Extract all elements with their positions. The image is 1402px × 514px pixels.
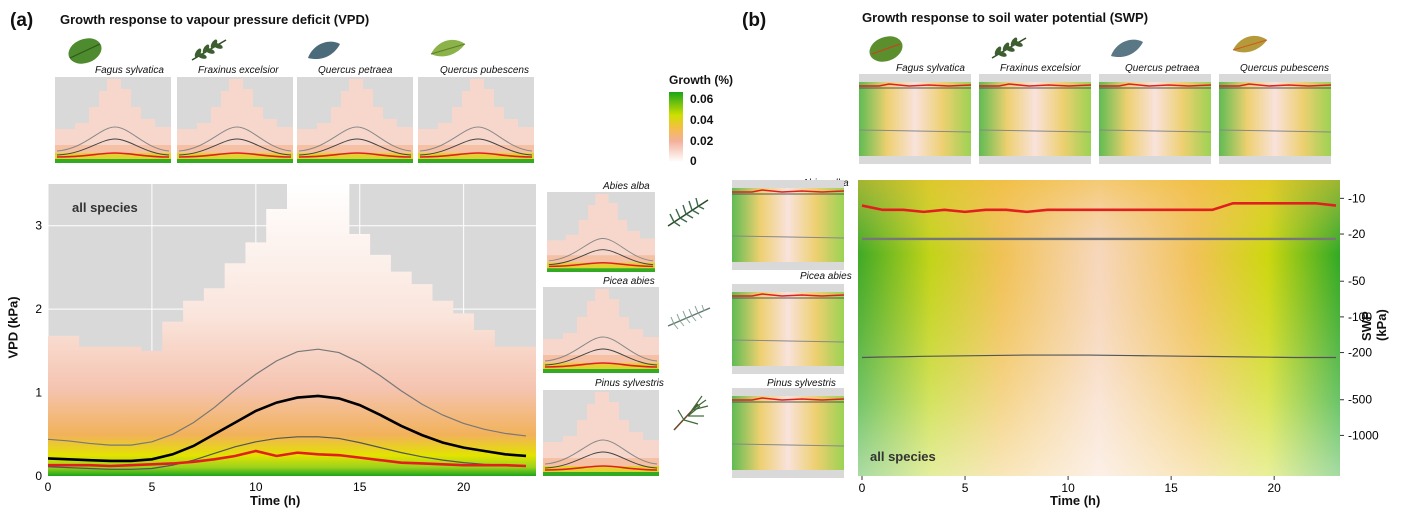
legend-colorbar bbox=[669, 92, 683, 162]
sessile-oak-leaf-icon-b bbox=[1111, 39, 1143, 58]
swp-x-axis-label: Time (h) bbox=[1050, 493, 1101, 508]
vpd-y-axis-label: VPD (kPa) bbox=[5, 296, 21, 359]
vpd-y-tick-label: 1 bbox=[35, 386, 42, 400]
species-label-fagus-a: Fagus sylvatica bbox=[95, 65, 164, 76]
mini-swp-qpubescens bbox=[1219, 74, 1331, 164]
swp-y-tick-label: -20 bbox=[1348, 227, 1366, 241]
swp-y-tick-label: -1000 bbox=[1348, 428, 1379, 442]
mini-vpd-qpetraea bbox=[297, 77, 413, 163]
species-label-fagus-b: Fagus sylvatica bbox=[896, 63, 965, 74]
vpd-series-median bbox=[48, 394, 527, 463]
panel-a-letter: (a) bbox=[10, 10, 34, 31]
species-label-picea-a: Picea abies bbox=[603, 276, 655, 287]
vpd-y-tick-label: 0 bbox=[35, 469, 42, 483]
swp-y-tick-label: -200 bbox=[1348, 346, 1372, 360]
panel-b-letter: (b) bbox=[742, 10, 767, 31]
swp-y-tick-label: -100 bbox=[1348, 310, 1372, 324]
vpd-x-axis-label: Time (h) bbox=[250, 493, 301, 508]
vpd-main-chart: 0 5 10 15 20 0 1 2 3 bbox=[35, 184, 536, 494]
beech-leaf-icon-b bbox=[869, 36, 903, 62]
species-label-pinus-a: Pinus sylvestris bbox=[595, 378, 664, 389]
spruce-branch-icon bbox=[667, 304, 711, 330]
mini-vpd-fagus bbox=[55, 77, 171, 163]
mini-vpd-qpubescens bbox=[418, 77, 534, 163]
vpd-x-tick-label: 0 bbox=[45, 480, 52, 494]
legend-tick-0: 0 bbox=[690, 154, 697, 168]
mini-swp-qpetraea bbox=[1099, 74, 1211, 164]
swp-y-tick-label: -10 bbox=[1348, 191, 1366, 205]
fir-branch-icon bbox=[667, 197, 709, 227]
vpd-x-tick-label: 20 bbox=[457, 480, 471, 494]
mini-vpd-abies bbox=[543, 192, 659, 272]
legend-tick-006: 0.06 bbox=[690, 92, 714, 106]
mini-swp-picea bbox=[731, 284, 845, 374]
mini-swp-fraxinus bbox=[979, 74, 1091, 164]
ash-leaf-icon bbox=[191, 39, 227, 61]
species-label-qpubescens-a: Quercus pubescens bbox=[440, 65, 529, 76]
swp-x-tick-label: 0 bbox=[859, 481, 866, 495]
species-label-fraxinus-b: Fraxinus excelsior bbox=[1000, 63, 1081, 74]
species-label-qpetraea-b: Quercus petraea bbox=[1125, 63, 1200, 74]
species-label-qpubescens-b: Quercus pubescens bbox=[1240, 63, 1329, 74]
swp-x-tick-label: 20 bbox=[1267, 481, 1281, 495]
swp-y-tick-label: -50 bbox=[1348, 274, 1366, 288]
swp-series-lower bbox=[861, 354, 1336, 359]
mini-swp-abies bbox=[731, 180, 845, 270]
vpd-series-optimum bbox=[48, 449, 527, 468]
legend-tick-004: 0.04 bbox=[690, 113, 714, 127]
panel-b-title: Growth response to soil water potential … bbox=[862, 10, 1149, 25]
beech-leaf-icon bbox=[68, 38, 102, 64]
pubescent-oak-leaf-icon bbox=[430, 39, 466, 57]
swp-main-chart: 0 5 10 15 20 -10 -20 -50 -100 -200 -500 -1000 bbox=[858, 180, 1379, 495]
legend-tick-002: 0.02 bbox=[690, 134, 714, 148]
swp-all-species-label: all species bbox=[870, 449, 936, 464]
species-label-fraxinus-a: Fraxinus excelsior bbox=[198, 65, 279, 76]
ash-leaf-icon-b bbox=[991, 37, 1027, 59]
mini-swp-pinus bbox=[731, 388, 845, 478]
pine-branch-icon bbox=[673, 395, 709, 431]
vpd-x-tick-label: 15 bbox=[353, 480, 367, 494]
species-label-abies-a: Abies alba bbox=[603, 181, 650, 192]
panel-a-title: Growth response to vapour pressure defic… bbox=[60, 12, 370, 27]
mini-vpd-pinus bbox=[543, 390, 659, 476]
swp-x-tick-label: 15 bbox=[1164, 481, 1178, 495]
legend-title: Growth (%) bbox=[669, 73, 733, 87]
sessile-oak-leaf-icon bbox=[308, 41, 340, 60]
swp-series-optimum bbox=[861, 201, 1337, 214]
vpd-x-tick-label: 5 bbox=[149, 480, 156, 494]
mini-swp-fagus bbox=[859, 74, 971, 164]
swp-y-tick-label: -500 bbox=[1348, 393, 1372, 407]
vpd-series-lower bbox=[48, 436, 527, 470]
mini-vpd-picea bbox=[543, 287, 659, 373]
species-label-picea-b: Picea abies bbox=[800, 271, 852, 282]
pubescent-oak-leaf-icon-b bbox=[1232, 35, 1268, 53]
vpd-series-upper bbox=[48, 348, 527, 446]
mini-vpd-fraxinus bbox=[177, 77, 293, 163]
swp-x-tick-label: 5 bbox=[962, 481, 969, 495]
swp-x-tick-label: 10 bbox=[1061, 481, 1075, 495]
vpd-y-tick-label: 2 bbox=[35, 302, 42, 316]
vpd-all-species-label: all species bbox=[72, 200, 138, 215]
swp-y-axis-label: SWP (kPa) bbox=[1359, 309, 1389, 341]
species-label-qpetraea-a: Quercus petraea bbox=[318, 65, 393, 76]
vpd-y-tick-label: 3 bbox=[35, 219, 42, 233]
species-label-pinus-b: Pinus sylvestris bbox=[767, 378, 836, 389]
vpd-x-tick-label: 10 bbox=[249, 480, 263, 494]
